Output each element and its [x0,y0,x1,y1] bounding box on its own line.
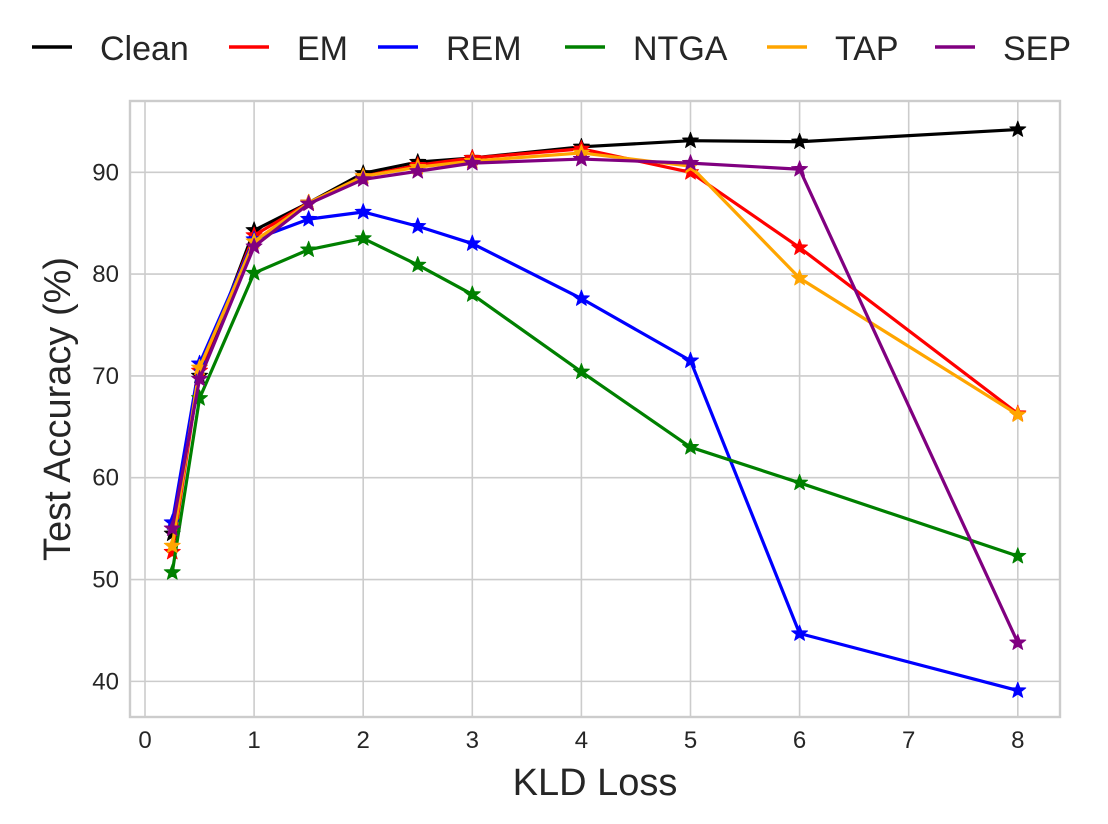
data-point-tap [163,537,181,554]
y-tick-label: 90 [92,159,119,186]
legend-label: EM [297,30,348,68]
y-axis-title: Test Accuracy (%) [37,257,79,561]
series-em [163,139,1027,560]
y-axis-ticks: 40 50 60 70 80 90 [92,159,119,695]
data-point-clean [682,131,699,148]
data-point-ntga [354,229,372,246]
x-tick-label: 1 [247,727,260,754]
x-tick-label: 3 [466,727,479,754]
series-rem [163,203,1027,698]
data-point-sep [300,194,318,212]
data-point-ntga [300,240,318,257]
data-point-sep [572,150,590,167]
x-tick-label: 0 [138,727,151,754]
data-point-sep [463,154,481,171]
series-line-sep [170,157,1020,645]
legend-item-ntga: NTGA [565,30,728,68]
data-point-sep [354,170,372,187]
y-tick-label: 50 [92,567,119,594]
series-layer [163,120,1027,698]
data-point-ntga [791,473,809,491]
legend-label: NTGA [633,30,728,68]
data-point-rem [300,210,318,227]
x-axis-title: KLD Loss [513,762,678,804]
y-tick-label: 40 [92,668,119,695]
data-point-rem [409,217,427,234]
series-line-ntga [170,236,1020,575]
series-ntga [163,229,1027,580]
x-tick-label: 4 [575,727,588,754]
data-point-ntga [409,256,427,273]
data-point-rem [1009,681,1027,698]
data-point-rem [682,351,699,368]
series-sep [163,150,1027,650]
x-axis-ticks: 0 1 2 3 4 5 6 7 8 [138,727,1024,754]
data-point-ntga [191,389,209,406]
legend-label: REM [446,30,522,68]
legend-item-em: EM [229,30,348,68]
legend-label: SEP [1003,30,1071,68]
series-line-clean [170,127,1020,536]
legend: Clean EM REM NTGA TAP SEP [32,30,1071,68]
legend-label: Clean [100,30,189,68]
x-tick-label: 5 [684,727,697,754]
series-tap [163,144,1027,554]
data-point-ntga [682,438,699,455]
data-point-em [791,238,809,255]
data-point-em [682,163,699,180]
x-tick-label: 7 [902,727,915,754]
data-point-sep [791,160,809,177]
data-point-rem [791,624,809,641]
data-point-ntga [572,362,590,380]
plot-frame [128,99,1062,719]
data-point-em [163,543,181,560]
legend-item-rem: REM [378,30,522,68]
y-tick-label: 80 [92,261,119,288]
data-point-tap [791,269,809,286]
data-point-rem [463,234,481,251]
y-tick-label: 60 [92,465,119,492]
data-point-sep [682,154,699,171]
data-point-ntga [1009,547,1027,564]
y-tick-label: 70 [92,363,119,390]
data-point-rem [572,289,590,306]
legend-item-tap: TAP [767,30,899,68]
data-point-ntga [163,563,181,580]
data-point-tap [1009,405,1027,422]
data-point-sep [191,370,209,387]
data-point-clean [791,132,809,149]
data-point-sep [245,237,263,254]
data-point-rem [354,203,372,220]
legend-item-clean: Clean [32,30,189,68]
series-line-rem [170,210,1020,693]
x-tick-label: 2 [357,727,370,754]
legend-item-sep: SEP [935,30,1071,68]
data-point-ntga [463,285,481,302]
data-point-sep [163,519,181,536]
x-tick-label: 6 [793,727,806,754]
legend-label: TAP [835,30,899,68]
data-point-sep [409,162,427,179]
grid-lines [130,101,1060,717]
x-tick-label: 8 [1011,727,1024,754]
data-point-ntga [245,264,263,281]
data-point-sep [1009,633,1027,650]
data-point-clean [1009,120,1027,137]
